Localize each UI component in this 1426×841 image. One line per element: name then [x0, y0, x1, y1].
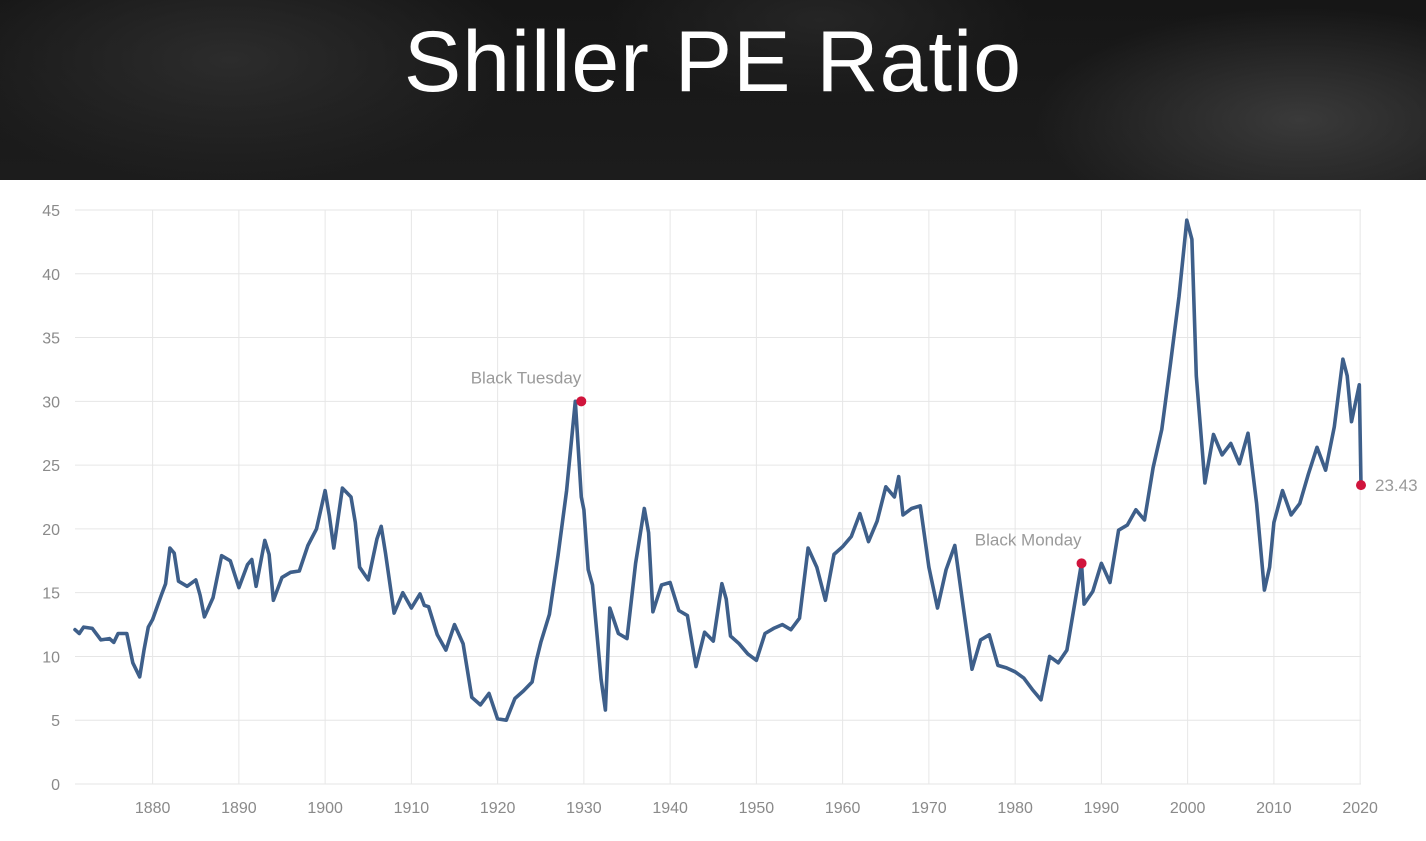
x-tick-label: 1930 — [566, 800, 602, 817]
y-tick-label: 45 — [42, 203, 60, 220]
page-title: Shiller PE Ratio — [403, 14, 1023, 110]
x-tick-label: 1940 — [652, 800, 688, 817]
x-tick-label: 1880 — [135, 800, 171, 817]
x-tick-label: 1910 — [394, 800, 430, 817]
annotation-label: 23.43 — [1375, 476, 1418, 495]
title-banner: Shiller PE Ratio — [0, 0, 1426, 180]
y-tick-label: 35 — [42, 331, 60, 348]
x-tick-label: 1900 — [307, 800, 343, 817]
annotation-marker — [1356, 480, 1366, 491]
y-tick-label: 0 — [51, 777, 60, 794]
pe-ratio-series-line — [73, 218, 1363, 722]
x-tick-label: 2000 — [1170, 800, 1206, 817]
y-axis-ticks: 0 5 10 15 20 25 30 35 40 45 — [42, 203, 60, 794]
chart-grid — [75, 209, 1361, 785]
x-tick-label: 2010 — [1256, 800, 1292, 817]
y-tick-label: 30 — [42, 394, 60, 411]
x-tick-label: 1950 — [739, 800, 775, 817]
annotation-label: Black Tuesday — [471, 368, 582, 387]
x-tick-label: 1960 — [825, 800, 861, 817]
annotation-marker — [1076, 558, 1087, 569]
y-tick-label: 15 — [42, 586, 60, 603]
annotation-label: Black Monday — [975, 530, 1082, 549]
x-tick-label: 1990 — [1084, 800, 1120, 817]
annotation-marker — [576, 396, 587, 407]
y-tick-label: 5 — [51, 713, 60, 730]
chart-annotations: Black Tuesday Black Monday 23.43 — [471, 368, 1418, 569]
x-tick-label: 1920 — [480, 800, 516, 817]
chart-series — [73, 218, 1363, 722]
y-tick-label: 20 — [42, 522, 60, 539]
x-tick-label: 1970 — [911, 800, 947, 817]
x-axis-ticks: 1880 1890 1900 1910 1920 1930 1940 1950 1960 1970… — [135, 800, 1378, 817]
y-tick-label: 25 — [42, 458, 60, 475]
x-tick-label: 2020 — [1342, 800, 1378, 817]
y-tick-label: 10 — [42, 649, 60, 666]
y-tick-label: 40 — [42, 267, 60, 284]
x-tick-label: 1890 — [221, 800, 257, 817]
x-tick-label: 1980 — [997, 800, 1033, 817]
